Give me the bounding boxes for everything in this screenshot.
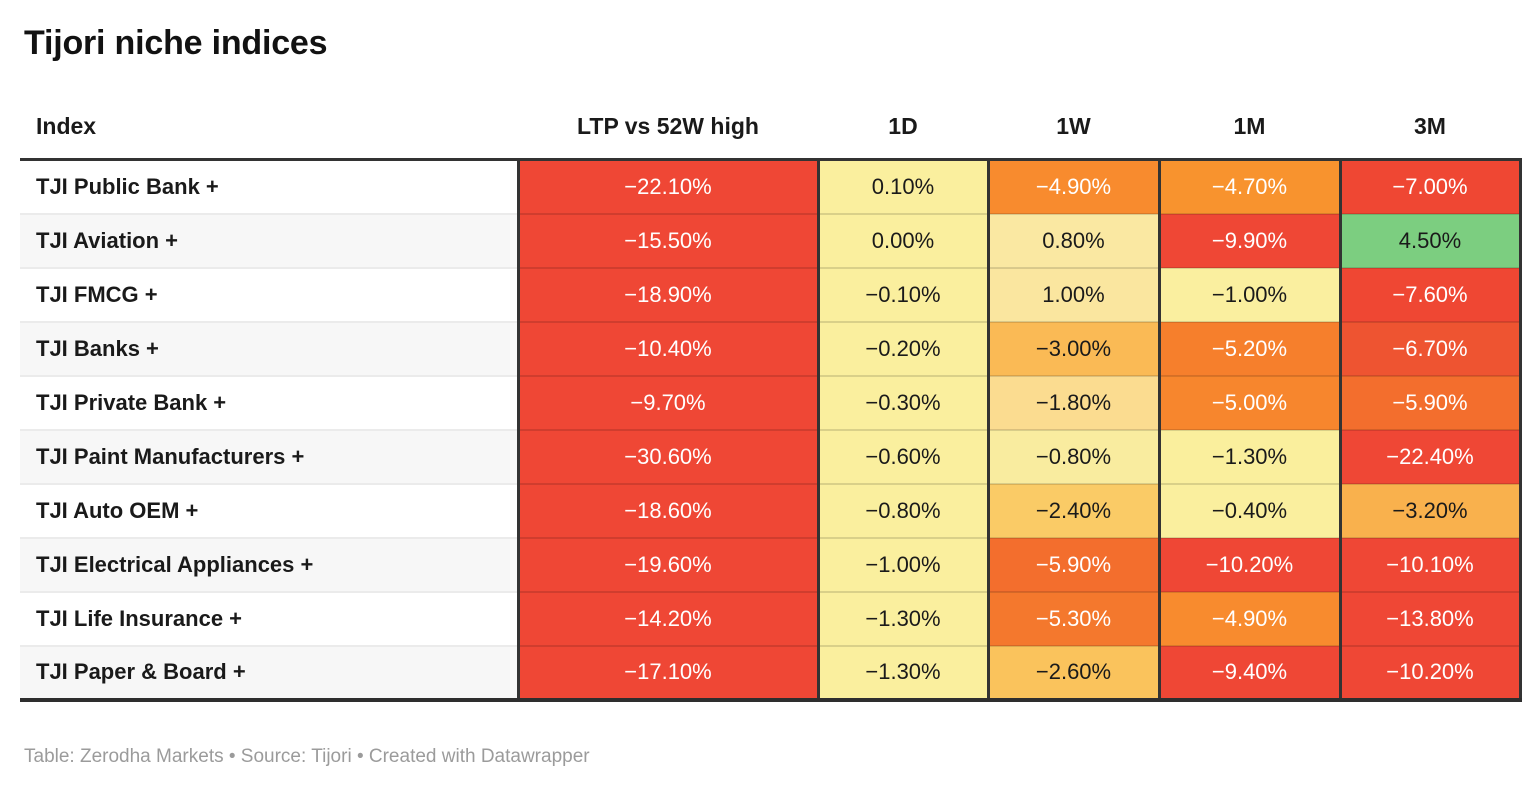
value-cell-1w: 0.80% [986,213,1161,269]
value-cell-ltp-vs-52w-high: −17.10% [516,645,820,701]
value-cell-1w: −5.90% [986,537,1161,593]
index-name-cell[interactable]: TJI Aviation + [20,213,518,269]
value-cell-1d: −0.60% [816,429,990,485]
value-cell-1d: −1.30% [816,645,990,701]
column-header-1m: 1M [1233,113,1266,139]
table-row: TJI Private Bank + −9.70% −0.30% −1.80% −5.0… [20,375,1522,431]
column-header-ltp-vs-52w-high: LTP vs 52W high [577,113,759,139]
table-row: TJI Life Insurance + −14.20% −1.30% −5.30% −… [20,591,1522,647]
value-cell-ltp-vs-52w-high: −19.60% [516,537,820,593]
table-row: TJI Public Bank + −22.10% 0.10% −4.90% −4.70… [20,159,1522,215]
column-header-3m: 3M [1414,113,1446,139]
value-cell-1d: −0.30% [816,375,990,431]
value-cell-3m: 4.50% [1338,213,1522,269]
value-cell-3m: −6.70% [1338,321,1522,377]
value-cell-1m: −1.00% [1157,267,1342,323]
value-cell-1m: −5.00% [1157,375,1342,431]
table-header: Index LTP vs 52W high 1D 1W 1M 3M [20,113,1520,160]
value-cell-1d: −0.20% [816,321,990,377]
column-header-1d: 1D [888,113,918,139]
value-cell-3m: −5.90% [1338,375,1522,431]
value-cell-1m: −1.30% [1157,429,1342,485]
value-cell-3m: −7.60% [1338,267,1522,323]
value-cell-1w: −2.40% [986,483,1161,539]
value-cell-1m: −9.40% [1157,645,1342,701]
value-cell-1w: −5.30% [986,591,1161,647]
header-row: Index LTP vs 52W high 1D 1W 1M 3M [20,113,1520,160]
value-cell-3m: −10.10% [1338,537,1522,593]
datawrapper-table-page: Tijori niche indices Index LTP vs 52W hi… [20,24,1522,767]
value-cell-3m: −22.40% [1338,429,1522,485]
column-header-1w: 1W [1056,113,1091,139]
value-cell-1d: −1.00% [816,537,990,593]
index-name-cell[interactable]: TJI Electrical Appliances + [20,537,518,593]
value-cell-ltp-vs-52w-high: −18.60% [516,483,820,539]
table-row: TJI FMCG + −18.90% −0.10% 1.00% −1.00% −7.60% [20,267,1522,323]
index-name-cell[interactable]: TJI FMCG + [20,267,518,323]
value-cell-ltp-vs-52w-high: −30.60% [516,429,820,485]
page-title: Tijori niche indices [24,24,328,62]
index-name-cell[interactable]: TJI Banks + [20,321,518,377]
index-name-cell[interactable]: TJI Public Bank + [20,159,518,215]
value-cell-1m: −5.20% [1157,321,1342,377]
value-cell-ltp-vs-52w-high: −18.90% [516,267,820,323]
value-cell-1w: −0.80% [986,429,1161,485]
table-row: TJI Auto OEM + −18.60% −0.80% −2.40% −0.40% −… [20,483,1522,539]
value-cell-1m: −4.70% [1157,159,1342,215]
value-cell-3m: −7.00% [1338,159,1522,215]
value-cell-ltp-vs-52w-high: −15.50% [516,213,820,269]
value-cell-3m: −3.20% [1338,483,1522,539]
index-name-cell[interactable]: TJI Life Insurance + [20,591,518,647]
value-cell-1d: 0.10% [816,159,990,215]
table-row: TJI Paper & Board + −17.10% −1.30% −2.60% −9… [20,645,1522,701]
indices-table: Index LTP vs 52W high 1D 1W 1M 3M TJI Pu… [20,113,1522,702]
index-name-cell[interactable]: TJI Private Bank + [20,375,518,431]
table-row: TJI Banks + −10.40% −0.20% −3.00% −5.20% −6.7… [20,321,1522,377]
index-name-cell[interactable]: TJI Auto OEM + [20,483,518,539]
value-cell-1w: −1.80% [986,375,1161,431]
value-cell-1w: 1.00% [986,267,1161,323]
index-name-cell[interactable]: TJI Paint Manufacturers + [20,429,518,485]
value-cell-ltp-vs-52w-high: −10.40% [516,321,820,377]
value-cell-1m: −10.20% [1157,537,1342,593]
value-cell-1d: −0.10% [816,267,990,323]
value-cell-1w: −3.00% [986,321,1161,377]
attribution-footer: Table: Zerodha Markets • Source: Tijori … [24,745,590,767]
value-cell-1w: −2.60% [986,645,1161,701]
value-cell-3m: −13.80% [1338,591,1522,647]
value-cell-ltp-vs-52w-high: −9.70% [516,375,820,431]
index-name-cell[interactable]: TJI Paper & Board + [20,645,518,701]
value-cell-1m: −9.90% [1157,213,1342,269]
value-cell-1d: 0.00% [816,213,990,269]
table-row: TJI Electrical Appliances + −19.60% −1.00%… [20,537,1522,593]
value-cell-1w: −4.90% [986,159,1161,215]
value-cell-ltp-vs-52w-high: −14.20% [516,591,820,647]
value-cell-1m: −0.40% [1157,483,1342,539]
table-row: TJI Aviation + −15.50% 0.00% 0.80% −9.90% 4.5… [20,213,1522,269]
column-header-index: Index [36,113,97,139]
value-cell-ltp-vs-52w-high: −22.10% [516,159,820,215]
value-cell-3m: −10.20% [1338,645,1522,701]
value-cell-1d: −0.80% [816,483,990,539]
value-cell-1d: −1.30% [816,591,990,647]
table-body: TJI Public Bank + −22.10% 0.10% −4.90% −4.70… [20,159,1522,701]
table-row: TJI Paint Manufacturers + −30.60% −0.60% −0… [20,429,1522,485]
value-cell-1m: −4.90% [1157,591,1342,647]
